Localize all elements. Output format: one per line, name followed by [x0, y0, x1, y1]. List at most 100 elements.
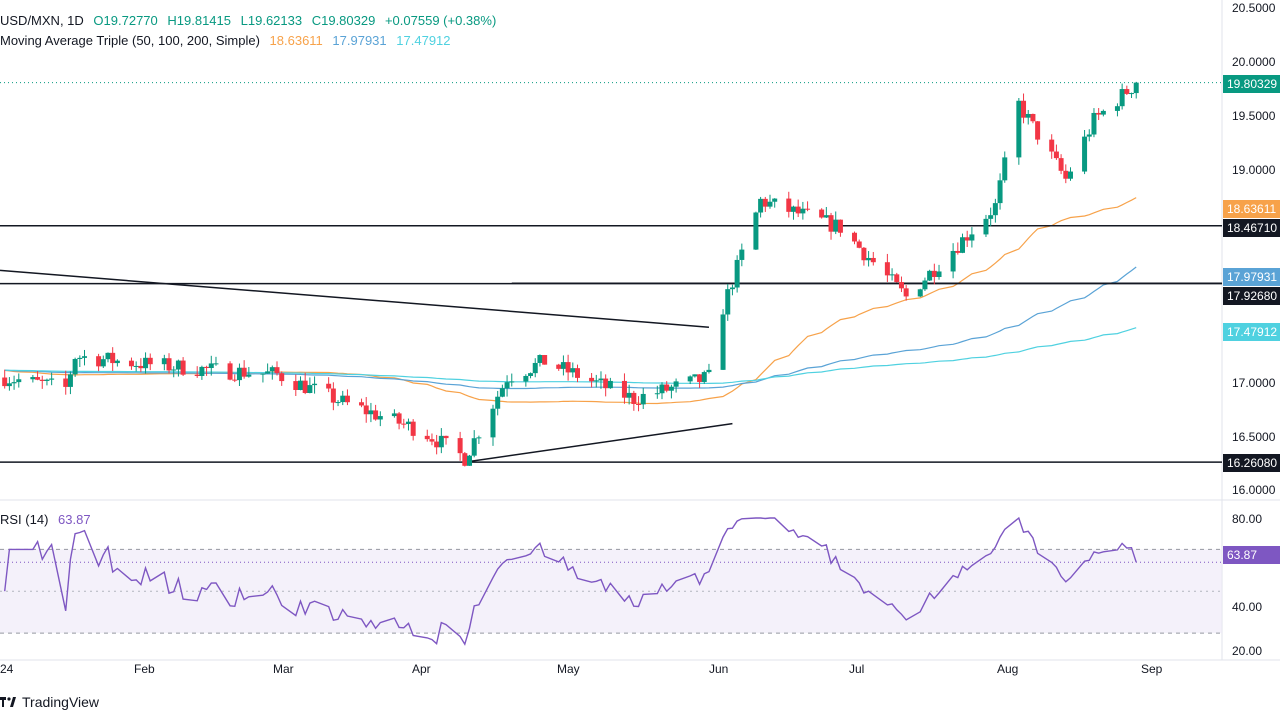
candle-body [6, 383, 12, 387]
candle-body [269, 367, 275, 372]
candle-body [706, 369, 712, 373]
candle-body [457, 438, 463, 454]
candle-body [49, 378, 55, 380]
candle-body [368, 410, 374, 415]
candle-body [607, 380, 613, 389]
rsi-legend: RSI (14) 63.87 [0, 512, 97, 527]
ma200-line [4, 327, 1137, 384]
candle-body [495, 396, 501, 409]
candle-body [1025, 113, 1031, 118]
candle-body [631, 392, 637, 404]
x-tick: Jun [709, 662, 729, 676]
candle-body [922, 280, 928, 290]
candle-body [147, 357, 153, 365]
candle-body [659, 384, 665, 394]
candle-body [889, 274, 895, 276]
candle-body [401, 423, 407, 425]
candle-body [171, 369, 177, 371]
candle-body [701, 372, 707, 382]
candle-body [837, 219, 843, 233]
candle-body [1058, 158, 1064, 171]
last-price-tag: 19.80329 [1223, 75, 1280, 93]
level-low-tag: 16.26080 [1223, 454, 1280, 472]
rsi-line [4, 516, 1137, 646]
candle-body [504, 382, 510, 389]
candle-body [800, 208, 806, 214]
candle-body [105, 352, 111, 360]
candle-body [884, 262, 890, 276]
symbol-label[interactable]: USD/MXN, 1D [0, 13, 84, 28]
candle-body [969, 234, 975, 241]
candle-body [241, 367, 247, 377]
rsi-label[interactable]: RSI (14) [0, 512, 49, 527]
candle-body [866, 257, 872, 261]
candle-body [598, 378, 604, 381]
candle-body [405, 421, 411, 425]
tradingview-logo[interactable]: TradingView [0, 694, 99, 710]
candle-body [1030, 113, 1036, 122]
candle-body [1091, 112, 1097, 135]
candle-body [340, 395, 346, 403]
rsi-tag: 63.87 [1223, 546, 1280, 564]
y-tick: 16.5000 [1232, 430, 1276, 444]
candle-body [63, 378, 69, 387]
candle-body [687, 376, 693, 382]
candle-body [528, 373, 534, 376]
candle-body [100, 359, 106, 367]
candle-body [673, 381, 679, 387]
candle-body [758, 198, 764, 213]
y-tick: 17.0000 [1232, 376, 1276, 390]
candle-body [565, 362, 571, 373]
candle-body [1082, 136, 1088, 172]
candle-body [739, 249, 745, 260]
candle-body [983, 218, 989, 235]
change-value: +0.07559 (+0.38%) [384, 13, 497, 28]
candle-body [725, 289, 731, 315]
y-tick: 20.0000 [1232, 55, 1276, 69]
high-value: H19.81415 [167, 13, 232, 28]
y-tick: 16.0000 [1232, 483, 1276, 497]
candle-body [856, 241, 862, 248]
candle-body [870, 257, 876, 263]
candle-body [246, 374, 252, 377]
candle-body [471, 438, 477, 456]
candle-body [2, 377, 8, 387]
candle-body [589, 377, 595, 382]
candle-body [297, 380, 303, 390]
ma-label[interactable]: Moving Average Triple (50, 100, 200, Sim… [0, 33, 260, 48]
candle-body [1124, 89, 1130, 94]
candle-body [194, 374, 200, 376]
candle-body [274, 367, 280, 374]
candle-body [476, 437, 482, 439]
candle-body [359, 402, 365, 406]
candle-body [208, 363, 214, 369]
candle-body [175, 360, 181, 370]
ma200-value: 17.47912 [396, 33, 451, 48]
candle-body [960, 237, 965, 253]
candle-body [1053, 151, 1059, 159]
candle-body [236, 367, 242, 381]
candle-body [199, 366, 205, 376]
candle-body [67, 374, 73, 387]
candle-body [636, 403, 642, 405]
candle-body [180, 360, 186, 375]
y-tick: 19.0000 [1232, 163, 1276, 177]
candle-body [279, 373, 285, 382]
ma100-tag: 17.97931 [1223, 268, 1280, 286]
candle-body [1016, 100, 1022, 158]
candle-body [396, 413, 402, 424]
candle-body [133, 365, 139, 367]
rsi-tick: 80.00 [1232, 512, 1263, 526]
y-tick: 20.5000 [1232, 1, 1276, 15]
candle-body [293, 381, 299, 390]
rsi-legend-value: 63.87 [58, 512, 91, 527]
candle-body [227, 363, 233, 380]
candle-body [410, 421, 416, 436]
candle-body [542, 355, 548, 365]
x-tick: 24 [0, 662, 14, 676]
candle-body [626, 392, 632, 398]
candle-body [77, 357, 83, 359]
candle-body [429, 439, 435, 442]
candle-body [852, 232, 858, 242]
candle-body [363, 405, 369, 415]
